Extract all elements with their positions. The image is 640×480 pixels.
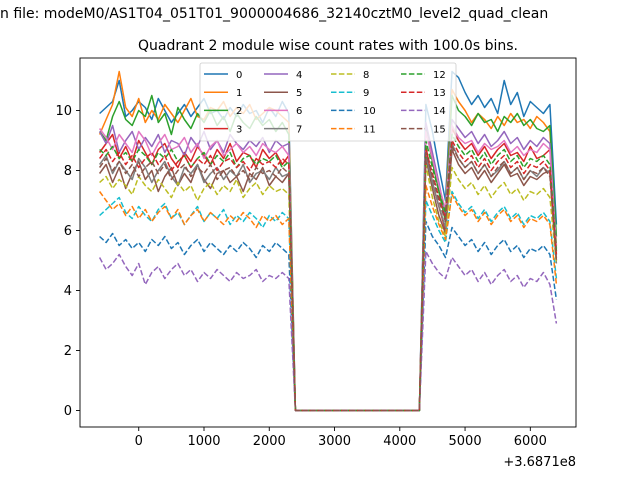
chart-title: Quadrant 2 module wise count rates with …	[138, 38, 518, 54]
series-line-15	[98, 145, 558, 412]
legend-label-8: 8	[363, 70, 369, 81]
chart-suptitle: n file: modeM0/AS1T04_051T01_9000004686_…	[0, 6, 548, 22]
y-axis: 0 2 4 6 8 10	[55, 104, 80, 419]
x-axis-offset-label: +3.6871e8	[503, 455, 576, 470]
legend-label-7: 7	[296, 124, 302, 135]
x-tick-label: 2000	[253, 434, 286, 449]
legend-label-14: 14	[433, 106, 446, 117]
x-tick-label: 4000	[383, 434, 416, 449]
y-tick-label: 10	[55, 104, 72, 119]
x-axis: 0 1000 2000 3000 4000 5000 6000	[135, 427, 547, 449]
y-tick-label: 4	[64, 284, 72, 299]
series-lines	[98, 70, 558, 412]
series-line-11	[98, 184, 558, 412]
x-tick-label: 1000	[187, 434, 220, 449]
series-line-10	[99, 220, 558, 412]
y-tick-label: 2	[64, 344, 72, 359]
legend-label-15: 15	[433, 124, 446, 135]
x-tick-label: 6000	[514, 434, 547, 449]
legend-label-2: 2	[236, 106, 242, 117]
x-tick-label: 0	[135, 434, 143, 449]
legend-label-9: 9	[363, 88, 369, 99]
legend-label-3: 3	[236, 124, 242, 135]
plot-frame	[79, 57, 577, 428]
y-tick-label: 8	[64, 164, 72, 179]
legend-label-0: 0	[236, 70, 242, 81]
legend-label-12: 12	[433, 70, 446, 81]
x-tick-label: 3000	[318, 434, 351, 449]
legend-label-1: 1	[236, 88, 242, 99]
y-tick-label: 0	[64, 404, 72, 419]
legend-label-10: 10	[363, 106, 376, 117]
legend-label-13: 13	[433, 88, 446, 99]
x-tick-label: 5000	[449, 434, 482, 449]
legend-frame	[199, 62, 457, 142]
legend-label-5: 5	[296, 88, 302, 99]
legend-label-11: 11	[363, 124, 376, 135]
legend-label-4: 4	[296, 70, 302, 81]
series-line-9	[99, 190, 558, 412]
legend-label-6: 6	[296, 106, 302, 117]
y-tick-label: 6	[64, 224, 72, 239]
